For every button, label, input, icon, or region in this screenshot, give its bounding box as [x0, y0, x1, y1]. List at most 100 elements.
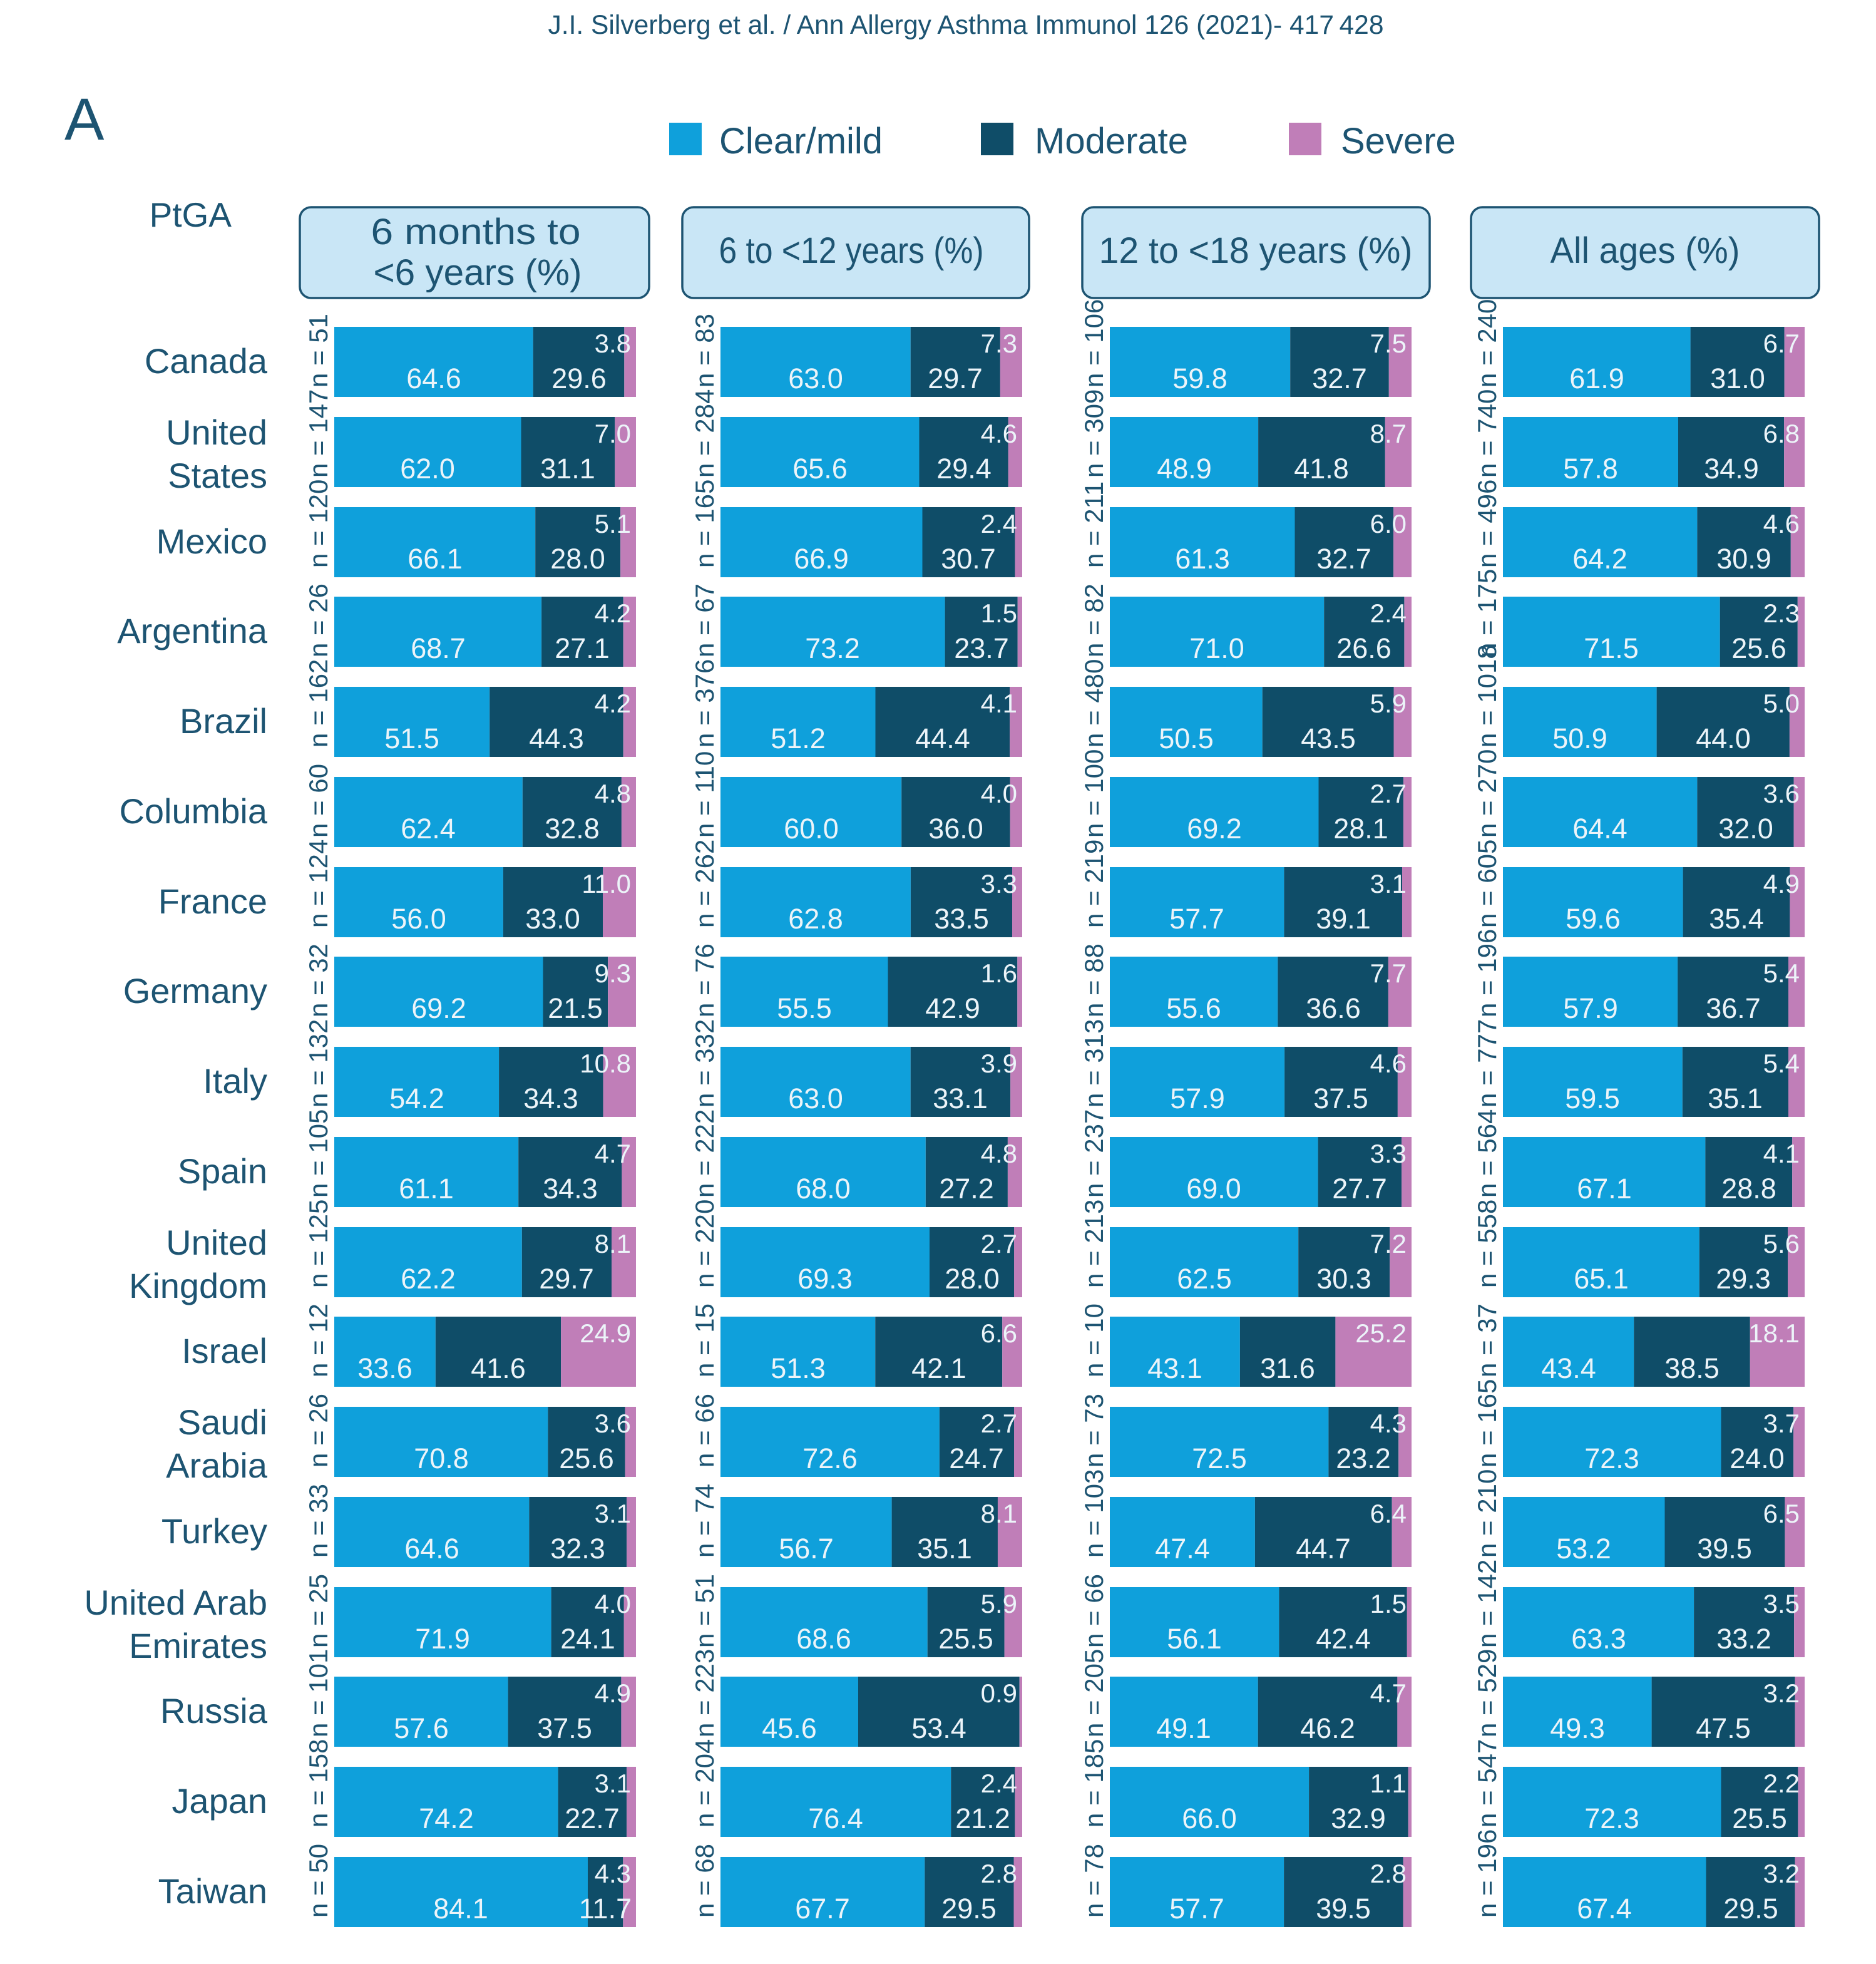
svg-text:33.2: 33.2 [1716, 1623, 1771, 1655]
svg-text:32.7: 32.7 [1312, 362, 1367, 394]
svg-text:2.4: 2.4 [1370, 599, 1407, 628]
svg-text:57.7: 57.7 [1169, 903, 1224, 935]
svg-text:65.1: 65.1 [1574, 1263, 1629, 1295]
svg-text:64.6: 64.6 [404, 1533, 459, 1565]
svg-text:28.8: 28.8 [1721, 1173, 1776, 1205]
svg-text:36.0: 36.0 [928, 813, 983, 845]
svg-text:34.9: 34.9 [1704, 453, 1759, 485]
svg-text:Turkey: Turkey [161, 1511, 267, 1551]
svg-text:n = 777: n = 777 [1472, 1019, 1502, 1108]
svg-text:56.0: 56.0 [391, 903, 446, 935]
svg-text:n = 82: n = 82 [1079, 584, 1109, 657]
svg-text:Kingdom: Kingdom [129, 1266, 267, 1305]
svg-text:Canada: Canada [145, 341, 268, 381]
svg-text:63.0: 63.0 [788, 362, 843, 394]
svg-text:25.6: 25.6 [1731, 632, 1786, 664]
svg-text:n = 223: n = 223 [690, 1649, 719, 1737]
svg-text:61.1: 61.1 [399, 1173, 454, 1205]
svg-text:2.4: 2.4 [981, 509, 1017, 538]
svg-text:62.8: 62.8 [788, 903, 843, 935]
svg-text:n = 480: n = 480 [1079, 659, 1109, 748]
svg-text:1.5: 1.5 [1370, 1589, 1407, 1618]
svg-text:n = 284: n = 284 [690, 389, 719, 478]
svg-text:4.1: 4.1 [1763, 1139, 1800, 1168]
svg-text:2.8: 2.8 [981, 1859, 1017, 1888]
svg-text:37.5: 37.5 [537, 1712, 592, 1744]
svg-text:44.3: 44.3 [529, 722, 584, 754]
svg-text:Italy: Italy [203, 1061, 267, 1101]
svg-text:44.0: 44.0 [1696, 722, 1751, 754]
svg-text:69.2: 69.2 [1187, 813, 1242, 845]
svg-text:<6 years (%): <6 years (%) [374, 252, 582, 293]
svg-text:n = 106: n = 106 [1079, 299, 1109, 388]
svg-text:72.5: 72.5 [1192, 1442, 1247, 1474]
svg-text:4.6: 4.6 [1763, 509, 1800, 538]
svg-text:54.2: 54.2 [389, 1082, 444, 1114]
svg-text:31.1: 31.1 [540, 453, 595, 485]
svg-text:3.6: 3.6 [1763, 779, 1800, 808]
svg-text:n = 219: n = 219 [1079, 840, 1109, 928]
svg-text:2.7: 2.7 [981, 1229, 1017, 1258]
svg-text:5.9: 5.9 [981, 1589, 1017, 1618]
svg-text:3.8: 3.8 [595, 329, 631, 358]
svg-text:69.2: 69.2 [411, 992, 466, 1024]
svg-text:32.8: 32.8 [545, 813, 600, 845]
svg-text:27.2: 27.2 [939, 1173, 994, 1205]
svg-text:70.8: 70.8 [414, 1442, 469, 1474]
svg-text:7.5: 7.5 [1370, 329, 1407, 358]
svg-text:4.0: 4.0 [981, 779, 1017, 808]
svg-text:Columbia: Columbia [119, 791, 267, 831]
svg-text:68.6: 68.6 [796, 1623, 851, 1655]
svg-text:4.7: 4.7 [595, 1139, 631, 1168]
svg-text:42.4: 42.4 [1316, 1623, 1371, 1655]
svg-text:63.3: 63.3 [1571, 1623, 1626, 1655]
svg-text:United: United [166, 1223, 267, 1262]
svg-text:35.1: 35.1 [1708, 1082, 1763, 1114]
svg-text:2.2: 2.2 [1763, 1769, 1800, 1798]
svg-text:41.8: 41.8 [1294, 453, 1349, 485]
svg-text:n = 1018: n = 1018 [1472, 644, 1502, 748]
svg-text:7.3: 7.3 [981, 329, 1017, 358]
svg-text:0.9: 0.9 [981, 1679, 1017, 1708]
svg-text:n = 210: n = 210 [1472, 1469, 1502, 1558]
svg-text:n = 66: n = 66 [690, 1394, 719, 1468]
svg-text:n = 162: n = 162 [304, 659, 333, 748]
svg-text:n = 88: n = 88 [1079, 943, 1109, 1017]
svg-text:2.4: 2.4 [981, 1769, 1017, 1798]
svg-text:3.1: 3.1 [1370, 869, 1407, 898]
svg-text:n = 25: n = 25 [304, 1574, 333, 1648]
svg-text:6.0: 6.0 [1370, 509, 1407, 538]
svg-text:n = 66: n = 66 [1079, 1574, 1109, 1648]
svg-text:59.8: 59.8 [1172, 362, 1228, 394]
svg-text:51.3: 51.3 [771, 1352, 826, 1384]
svg-text:39.5: 39.5 [1697, 1533, 1752, 1565]
svg-text:24.9: 24.9 [580, 1319, 631, 1348]
svg-text:29.5: 29.5 [941, 1893, 997, 1925]
svg-text:3.5: 3.5 [1763, 1589, 1800, 1618]
svg-text:29.4: 29.4 [936, 453, 992, 485]
svg-text:21.2: 21.2 [955, 1802, 1010, 1834]
svg-text:21.5: 21.5 [548, 992, 603, 1024]
svg-text:73.2: 73.2 [805, 632, 860, 664]
svg-text:8.1: 8.1 [595, 1229, 631, 1258]
svg-text:PtGA: PtGA [150, 195, 232, 234]
svg-text:6.5: 6.5 [1763, 1499, 1800, 1528]
svg-text:n = 262: n = 262 [690, 840, 719, 928]
svg-text:44.4: 44.4 [915, 722, 970, 754]
svg-text:n = 51: n = 51 [690, 1574, 719, 1648]
svg-text:63.0: 63.0 [788, 1082, 843, 1114]
svg-text:n = 547: n = 547 [1472, 1739, 1502, 1828]
svg-text:32.3: 32.3 [550, 1533, 605, 1565]
svg-text:47.4: 47.4 [1155, 1533, 1210, 1565]
svg-text:23.7: 23.7 [954, 632, 1009, 664]
svg-text:64.4: 64.4 [1572, 813, 1627, 845]
svg-text:67.7: 67.7 [795, 1893, 850, 1925]
svg-text:n = 313: n = 313 [1079, 1019, 1109, 1108]
svg-text:39.5: 39.5 [1316, 1893, 1371, 1925]
svg-text:Taiwan: Taiwan [158, 1871, 267, 1911]
svg-text:8.1: 8.1 [981, 1499, 1017, 1528]
svg-text:5.6: 5.6 [1763, 1229, 1800, 1258]
svg-text:55.6: 55.6 [1166, 992, 1221, 1024]
svg-text:n = 32: n = 32 [304, 943, 333, 1017]
svg-text:4.9: 4.9 [595, 1679, 631, 1708]
